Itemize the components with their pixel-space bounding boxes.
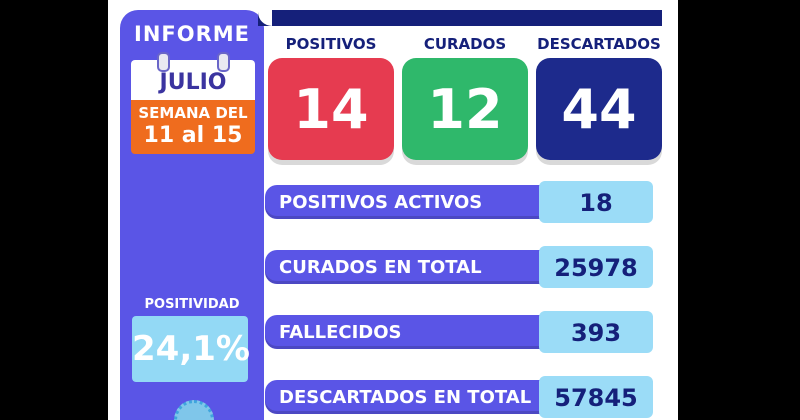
stat-card-descartados: 44	[536, 58, 662, 160]
row-label: DESCARTADOS EN TOTAL	[279, 387, 532, 408]
row-value: 18	[539, 181, 653, 223]
header-bar-corner	[258, 10, 272, 26]
row-value: 57845	[539, 376, 653, 418]
row-label: FALLECIDOS	[279, 322, 402, 343]
row-label: POSITIVOS ACTIVOS	[279, 192, 483, 213]
stat-card-positivos: 14	[268, 58, 394, 160]
row-value: 25978	[539, 246, 653, 288]
row-fallecidos: FALLECIDOS	[265, 315, 587, 349]
calendar-ring-icon	[217, 52, 230, 72]
report-title: INFORME	[134, 22, 250, 46]
stat-label-curados: CURADOS	[423, 35, 507, 53]
row-descartados-en-total: DESCARTADOS EN TOTAL	[265, 380, 587, 414]
row-label: CURADOS EN TOTAL	[279, 257, 482, 278]
report-canvas: INFORME JULIO SEMANA DEL 11 al 15 POSITI…	[108, 0, 678, 420]
report-side-panel: INFORME JULIO SEMANA DEL 11 al 15 POSITI…	[120, 10, 264, 420]
row-positivos-activos: POSITIVOS ACTIVOS	[265, 185, 587, 219]
week-range: 11 al 15	[143, 123, 243, 148]
positivity-value: 24,1%	[132, 316, 250, 382]
stat-card-curados: 12	[402, 58, 528, 160]
header-bar	[258, 10, 662, 26]
row-value: 393	[539, 311, 653, 353]
emblem-icon	[174, 400, 214, 420]
row-curados-en-total: CURADOS EN TOTAL	[265, 250, 587, 284]
calendar-week: SEMANA DEL 11 al 15	[131, 100, 255, 154]
calendar-ring-icon	[157, 52, 170, 72]
positivity-label: POSITIVIDAD	[144, 297, 240, 312]
calendar-month: JULIO	[131, 60, 255, 100]
stat-label-descartados: DESCARTADOS	[537, 35, 661, 53]
week-label: SEMANA DEL	[138, 104, 248, 122]
calendar-badge: JULIO SEMANA DEL 11 al 15	[131, 52, 255, 154]
stat-label-positivos: POSITIVOS	[285, 35, 377, 53]
